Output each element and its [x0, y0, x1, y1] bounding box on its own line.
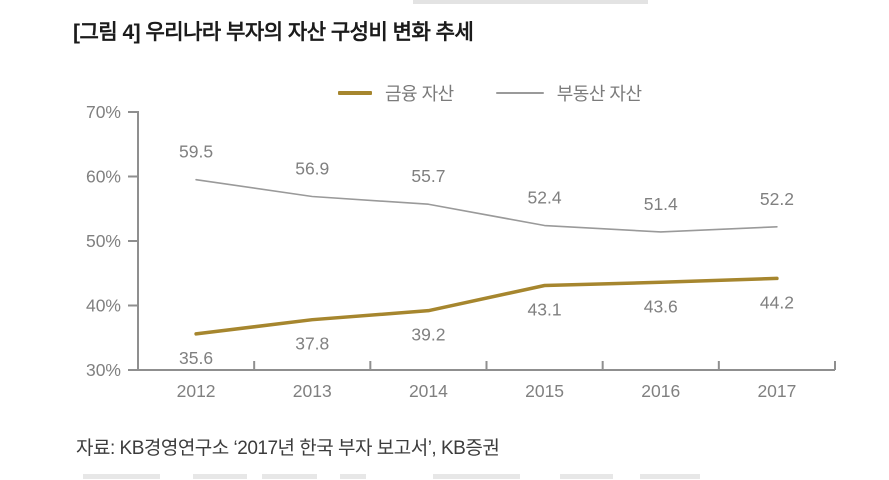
data-label: 39.2: [411, 325, 445, 345]
y-tick-label: 60%: [86, 167, 121, 187]
data-label: 52.4: [528, 188, 562, 208]
y-tick-label: 50%: [86, 231, 121, 251]
cropped-text-strip: [433, 474, 520, 479]
cropped-text-strip: [193, 474, 247, 479]
data-label: 59.5: [179, 142, 213, 162]
series-line-0: [194, 276, 779, 336]
data-label: 37.8: [295, 334, 329, 354]
series-line-1: [195, 178, 778, 233]
legend-label-realestate-assets: 부동산 자산: [556, 84, 642, 104]
page-title: [그림 4] 우리나라 부자의 자산 구성비 변화 추세: [73, 21, 474, 44]
chart-legend: 금융 자산 부동산 자산: [338, 80, 642, 106]
data-label: 35.6: [179, 348, 213, 368]
legend-item-realestate-assets: 부동산 자산: [495, 80, 642, 106]
x-axis-label: 2016: [641, 381, 680, 401]
legend-label-financial-assets: 금융 자산: [385, 84, 454, 104]
data-label: 43.1: [528, 300, 562, 320]
financial-assets-line-swatch: [338, 91, 372, 95]
cropped-content-strip-top: [413, 0, 648, 4]
x-axis-label: 2013: [293, 381, 332, 401]
cropped-text-strip: [640, 474, 700, 479]
x-axis-label: 2012: [177, 381, 216, 401]
y-tick-label: 70%: [86, 102, 121, 122]
x-axis-label: 2017: [757, 381, 796, 401]
data-label: 56.9: [295, 158, 329, 178]
data-label: 51.4: [644, 194, 678, 214]
data-label: 55.7: [411, 166, 445, 186]
data-label: 44.2: [760, 292, 794, 312]
cropped-text-strip: [560, 474, 613, 479]
source-caption: 자료: KB경영연구소 ‘2017년 한국 부자 보고서’, KB증권: [76, 438, 500, 459]
data-label: 52.2: [760, 189, 794, 209]
legend-item-financial-assets: 금융 자산: [338, 80, 454, 106]
y-tick-label: 30%: [86, 360, 121, 380]
x-axis-label: 2014: [409, 381, 448, 401]
cropped-text-strip: [340, 474, 366, 479]
x-axis-label: 2015: [525, 381, 564, 401]
cropped-text-strip: [83, 474, 160, 479]
realestate-assets-line-swatch: [495, 92, 544, 94]
y-tick-label: 40%: [86, 296, 121, 316]
data-label: 43.6: [644, 296, 678, 316]
cropped-text-strip: [262, 474, 317, 479]
